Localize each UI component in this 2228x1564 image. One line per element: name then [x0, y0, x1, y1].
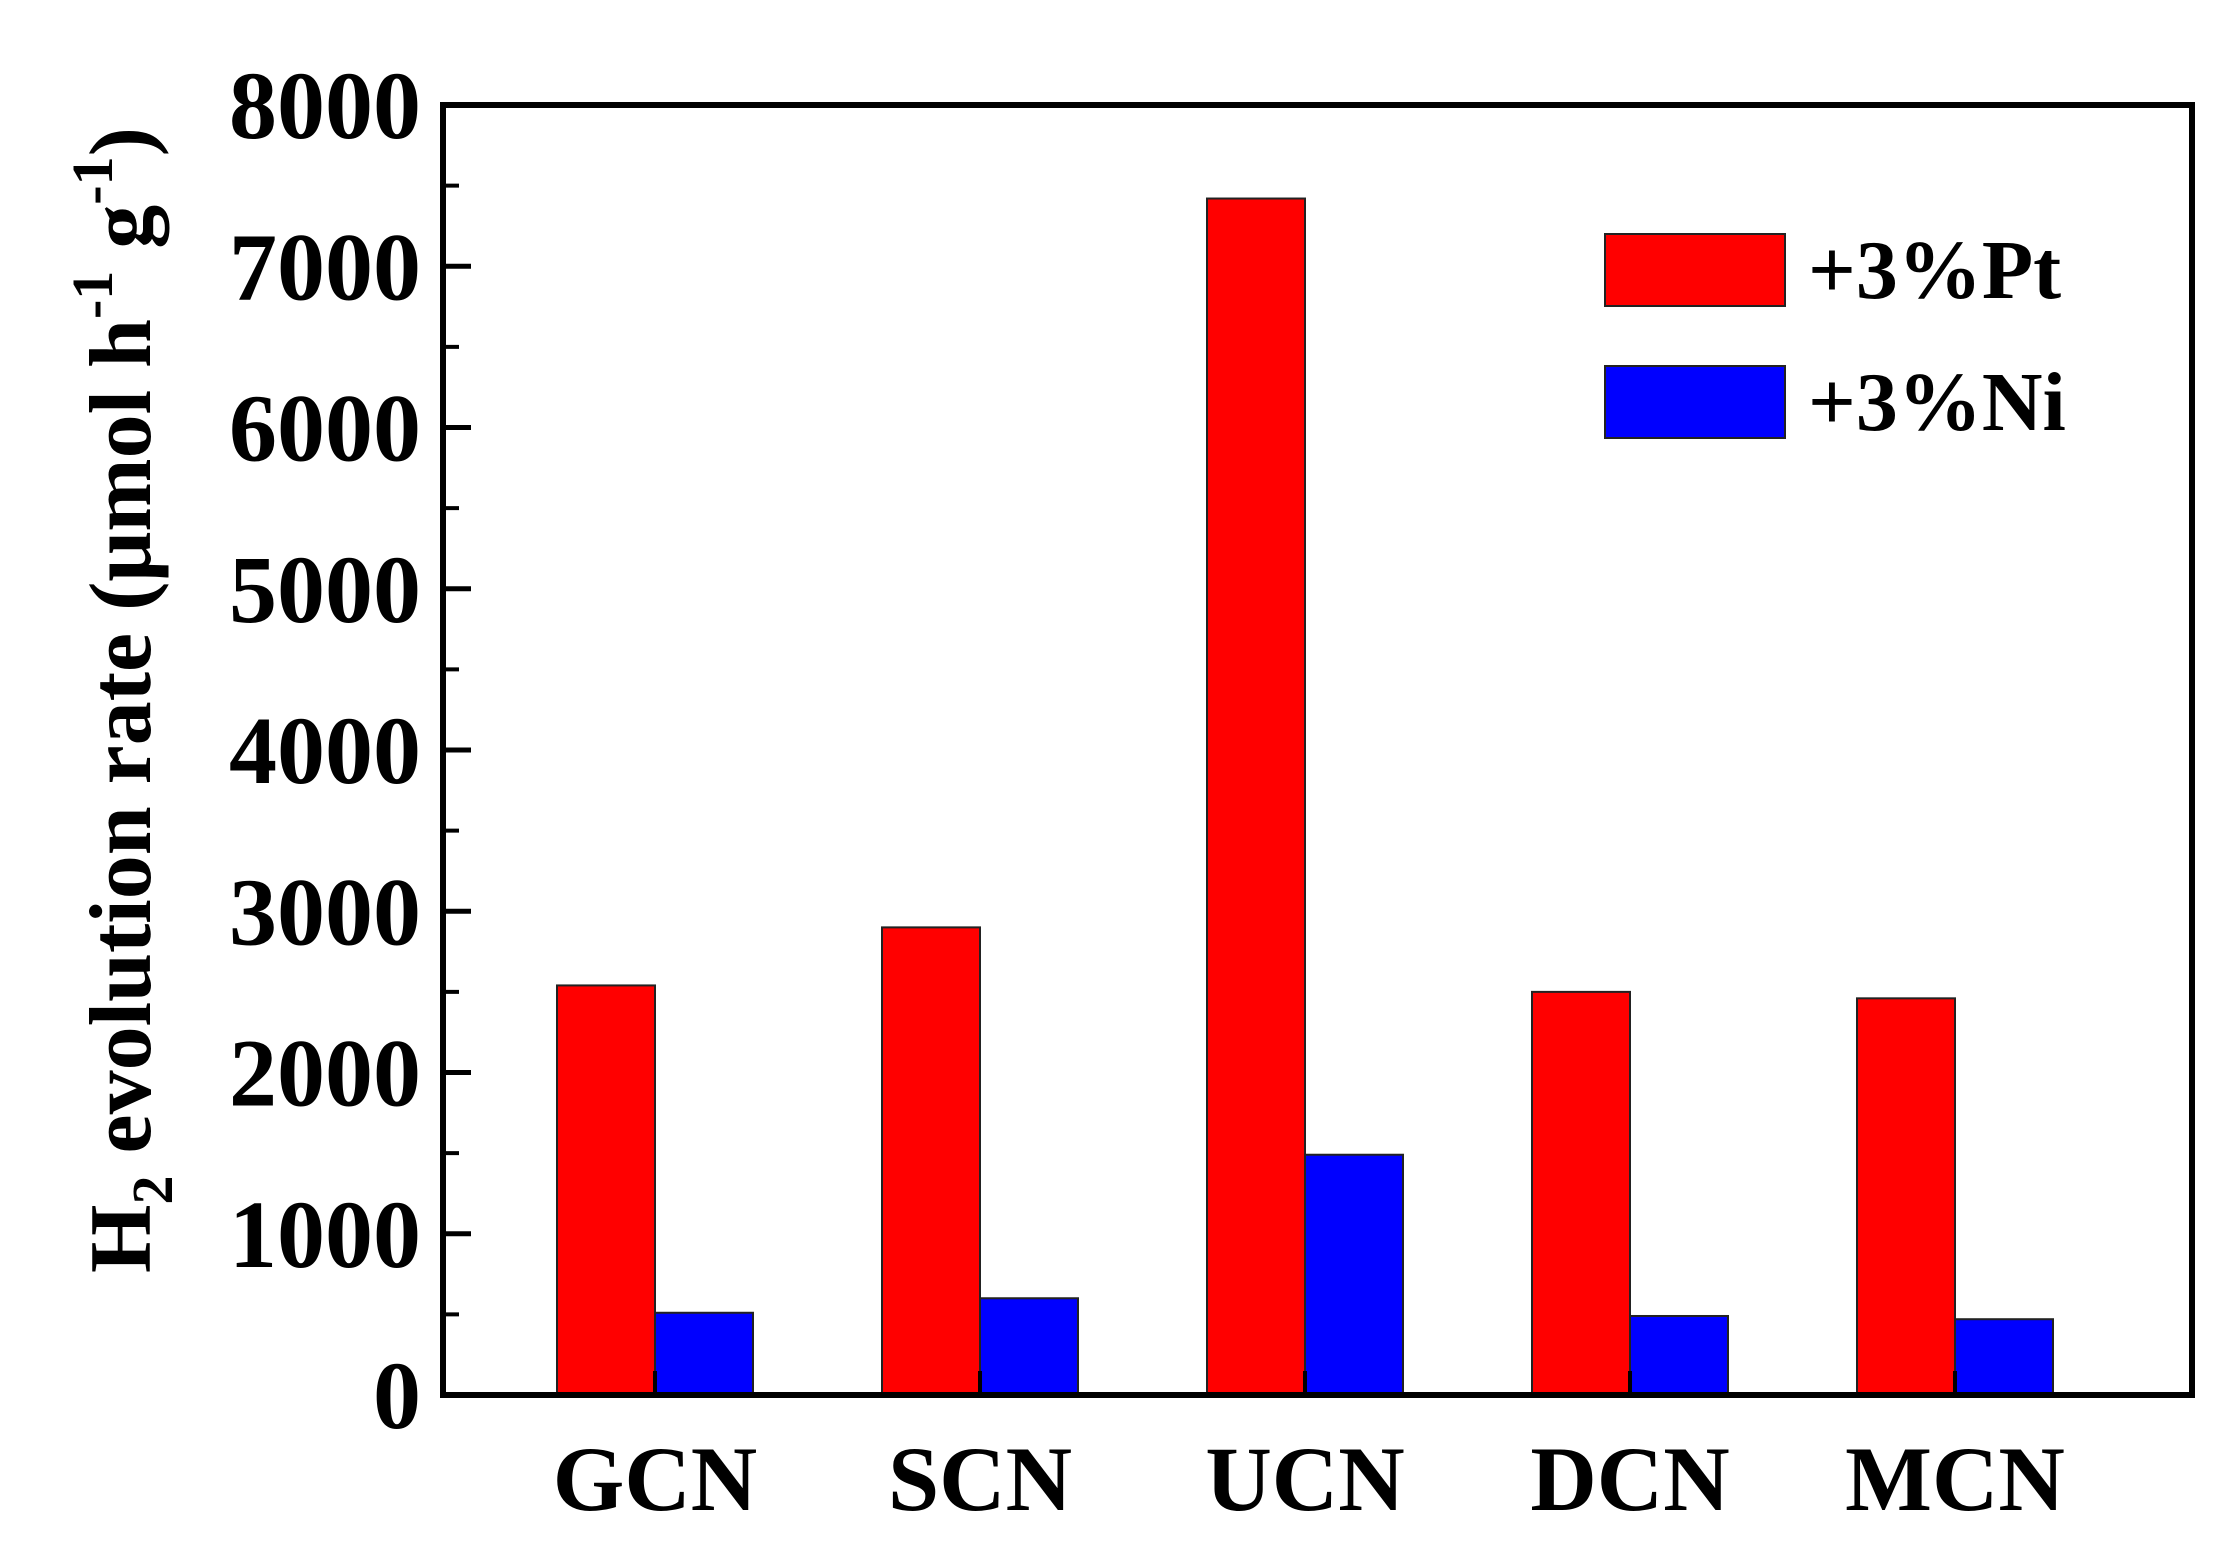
y-tick-label-7000: 7000 — [229, 213, 421, 320]
legend-label-pt: +3%Pt — [1808, 224, 2061, 317]
bar-ucn-pt — [1206, 197, 1306, 1396]
y-axis-title-mid: evolution rate (μmol h — [73, 319, 170, 1175]
bar-gcn-ni — [654, 1311, 754, 1396]
y-tick-label-4000: 4000 — [229, 697, 421, 804]
x-tick-label-dcn: DCN — [1530, 1428, 1729, 1530]
y-axis-title-sup2: -1 — [60, 156, 125, 204]
y-axis-title-h: H — [73, 1204, 170, 1272]
x-tick-label-ucn: UCN — [1205, 1428, 1404, 1530]
y-axis-title-close: ) — [73, 127, 170, 156]
y-axis-title: H2 evolution rate (μmol h-1 g-1) — [60, 127, 185, 1273]
legend-label-ni: +3%Ni — [1808, 356, 2066, 449]
y-axis-title-sub: 2 — [120, 1175, 185, 1204]
y-tick-label-2000: 2000 — [229, 1020, 421, 1127]
legend-swatch-pt — [1604, 233, 1786, 307]
y-tick-label-0: 0 — [373, 1342, 421, 1449]
legend-swatch-ni — [1604, 365, 1786, 439]
y-tick-label-1000: 1000 — [229, 1181, 421, 1288]
y-tick-label-3000: 3000 — [229, 858, 421, 965]
bar-gcn-pt — [556, 984, 656, 1396]
y-axis-title-g: g — [73, 205, 170, 271]
bar-dcn-pt — [1531, 990, 1631, 1396]
x-tick-label-scn: SCN — [888, 1428, 1072, 1530]
x-tick-label-mcn: MCN — [1845, 1428, 2065, 1530]
axes-layer — [440, 102, 2195, 1398]
bar-dcn-ni — [1629, 1314, 1729, 1397]
bars-layer — [556, 197, 2054, 1397]
x-tick-label-gcn: GCN — [553, 1428, 757, 1530]
legend: +3%Pt +3%Ni — [1604, 224, 2066, 449]
bar-ucn-ni — [1304, 1153, 1404, 1397]
y-tick-label-5000: 5000 — [229, 536, 421, 643]
y-axis-title-sup1: -1 — [60, 271, 125, 319]
ticks-layer: GCN SCN UCN DCN MCN 0 1000 2000 3000 4000 5000 6000… — [229, 52, 2065, 1530]
bar-mcn-pt — [1856, 997, 1956, 1396]
bar-scn-ni — [979, 1297, 1079, 1396]
y-tick-label-6000: 6000 — [229, 375, 421, 482]
bar-scn-pt — [881, 926, 981, 1396]
bar-mcn-ni — [1954, 1318, 2054, 1397]
y-tick-label-8000: 8000 — [229, 52, 421, 159]
